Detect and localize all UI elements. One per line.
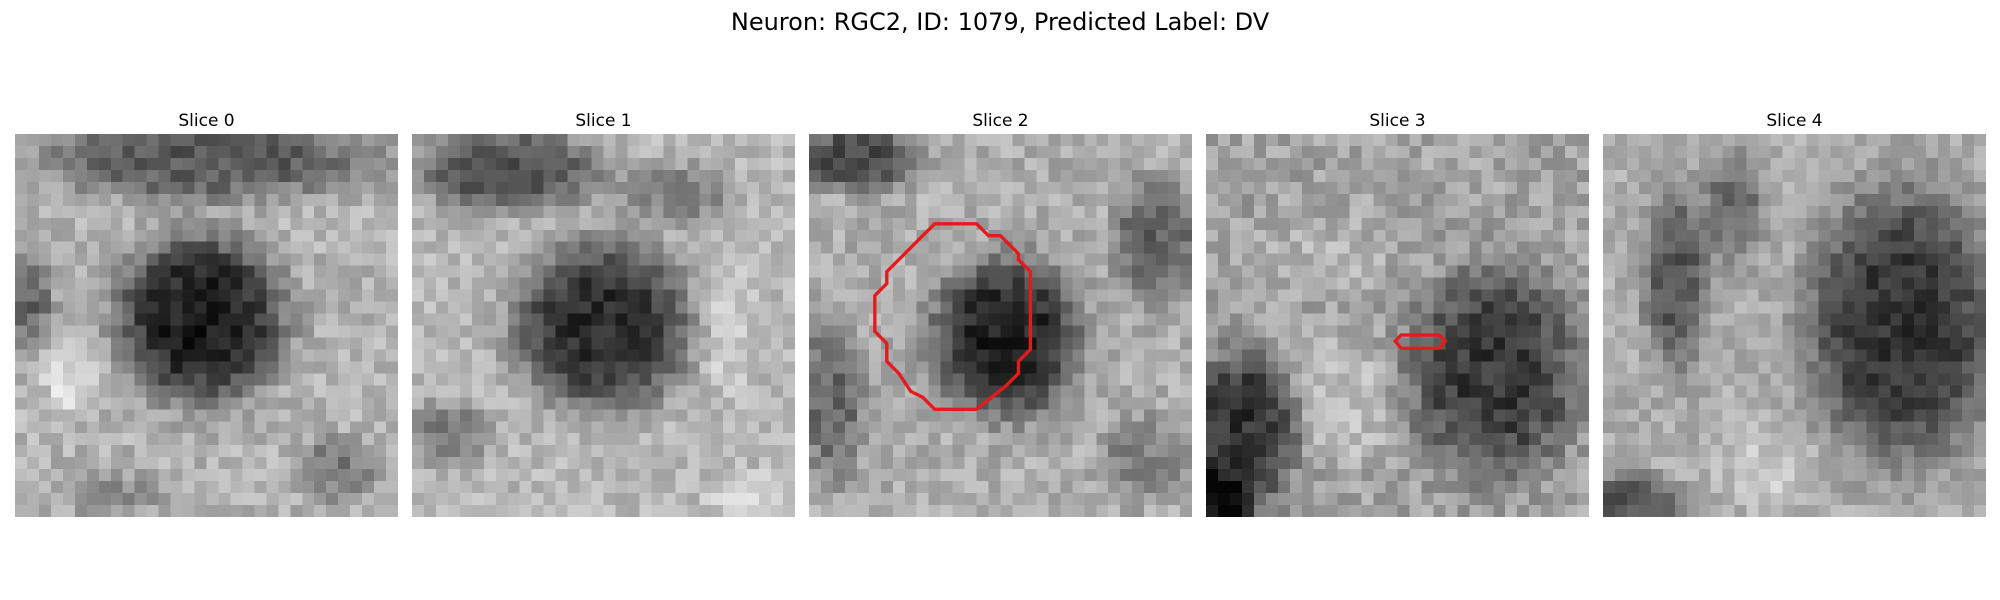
slice-title-3: Slice 3 — [1206, 110, 1589, 132]
slice-title-0: Slice 0 — [15, 110, 398, 132]
slice-image-1 — [412, 134, 795, 517]
slice-title-2: Slice 2 — [809, 110, 1192, 132]
slice-image-2 — [809, 134, 1192, 517]
slice-image-0 — [15, 134, 398, 517]
slice-title-1: Slice 1 — [412, 110, 795, 132]
slice-image-3 — [1206, 134, 1589, 517]
figure-title: Neuron: RGC2, ID: 1079, Predicted Label:… — [0, 6, 2000, 38]
slice-image-4 — [1603, 134, 1986, 517]
slice-title-4: Slice 4 — [1603, 110, 1986, 132]
